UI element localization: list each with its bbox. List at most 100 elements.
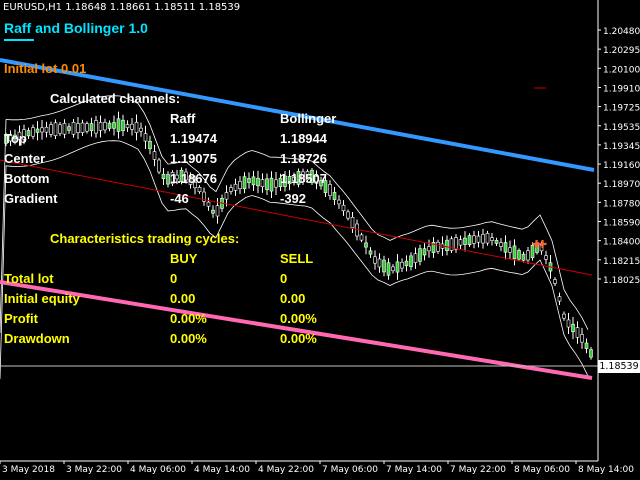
signal-marker-icon[interactable]: ✚ xyxy=(538,238,547,251)
candle-body xyxy=(463,237,467,245)
time-tick-label: 8 May 14:00 xyxy=(578,465,634,475)
candle-body xyxy=(202,191,206,202)
time-tick-label: 7 May 14:00 xyxy=(386,465,442,475)
candle-body xyxy=(485,233,490,244)
candle-body xyxy=(535,242,539,253)
title-underline xyxy=(4,39,34,41)
price-tick-label: 1.19535 xyxy=(603,123,640,133)
candle-body xyxy=(206,201,211,207)
candle-body xyxy=(328,184,332,196)
candle-body xyxy=(251,176,256,186)
candle-body xyxy=(166,174,170,185)
channels-row-bollinger: 1.18507 xyxy=(280,171,327,186)
price-tick-label: 1.18400 xyxy=(603,238,640,248)
cycles-row-buy: 0.00 xyxy=(170,291,196,306)
candle-body xyxy=(22,129,26,140)
candle-body xyxy=(454,237,458,250)
candle-body xyxy=(467,235,472,245)
candle-body xyxy=(224,192,229,200)
cycles-heading: Characteristics trading cycles: xyxy=(50,231,240,246)
candle-body xyxy=(278,177,283,187)
candle-body xyxy=(170,172,175,185)
candle-series xyxy=(4,111,593,360)
channels-row-label: Center xyxy=(4,151,46,166)
candle-body xyxy=(427,246,431,252)
candle-body xyxy=(283,175,287,187)
candle-body xyxy=(544,255,548,260)
candle-body xyxy=(152,151,157,160)
time-tick-label: 7 May 06:00 xyxy=(322,465,378,475)
time-tick-label: 4 May 14:00 xyxy=(194,465,250,475)
time-tick-label: 4 May 22:00 xyxy=(258,465,314,475)
bollinger-upper-band xyxy=(0,95,589,334)
candle-body xyxy=(364,242,368,248)
candle-body xyxy=(274,179,278,188)
candle-body xyxy=(62,123,67,135)
bollinger-bands xyxy=(0,95,589,380)
candle-body xyxy=(377,258,382,268)
cycles-row-label: Drawdown xyxy=(4,331,70,346)
candle-body xyxy=(382,259,386,273)
candle-body xyxy=(58,124,62,134)
price-tick-label: 1.18590 xyxy=(603,219,640,229)
candle-body xyxy=(310,169,314,184)
candle-body xyxy=(26,130,31,137)
candle-body xyxy=(499,242,503,247)
channels-heading: Calculated channels: xyxy=(50,91,181,106)
price-tick-label: 1.18215 xyxy=(603,257,640,267)
cycles-row-sell: 0 xyxy=(280,271,288,286)
price-tick-label: 1.19160 xyxy=(603,161,640,171)
candle-body xyxy=(503,242,508,253)
candle-body xyxy=(76,123,80,133)
candle-body xyxy=(571,323,575,333)
candle-body xyxy=(188,176,193,185)
chart-header: EURUSD,H1 1.18648 1.18661 1.18511 1.1853… xyxy=(3,2,241,13)
candle-body xyxy=(4,135,8,144)
raff-bottom-line xyxy=(0,280,593,380)
candle-body xyxy=(517,250,521,260)
candle-body xyxy=(256,177,260,187)
candle-body xyxy=(40,127,44,133)
candle-body xyxy=(557,296,562,302)
channels-row-label: Top xyxy=(4,131,27,146)
candle-body xyxy=(422,248,427,256)
time-tick-label: 7 May 22:00 xyxy=(450,465,506,475)
candle-body xyxy=(418,248,422,262)
candle-body xyxy=(562,313,566,319)
signal-marker-icon[interactable]: ✚ xyxy=(532,238,541,251)
candle-body xyxy=(580,334,584,343)
candle-body xyxy=(553,279,557,284)
raff-top-line xyxy=(0,58,595,172)
candle-body xyxy=(319,180,323,187)
candle-body xyxy=(193,182,197,188)
candle-body xyxy=(566,319,571,328)
candle-body xyxy=(31,127,35,137)
cycles-row-label: Total lot xyxy=(4,271,54,286)
candle-body xyxy=(35,128,40,133)
channels-row-bollinger: 1.18944 xyxy=(280,131,327,146)
candle-body xyxy=(242,176,247,190)
cycles-row-buy: 0.00% xyxy=(170,331,207,346)
candle-body xyxy=(404,260,409,266)
candle-body xyxy=(301,171,305,182)
candle-body xyxy=(512,245,517,260)
candle-body xyxy=(472,235,476,244)
bollinger-lower-band xyxy=(0,140,589,380)
candle-body xyxy=(530,244,535,259)
cycles-row-buy: 0.00% xyxy=(170,311,207,326)
candle-body xyxy=(121,119,125,131)
candle-body xyxy=(373,256,377,264)
channels-row-label: Bottom xyxy=(4,171,50,186)
candle-body xyxy=(148,140,152,150)
candle-body xyxy=(314,176,319,184)
candle-body xyxy=(184,171,188,181)
candle-body xyxy=(391,266,395,272)
candle-body xyxy=(107,122,112,129)
candle-body xyxy=(539,245,544,252)
candle-body xyxy=(490,237,494,242)
price-tick-label: 1.19345 xyxy=(603,142,640,152)
candle-body xyxy=(332,192,337,200)
candle-body xyxy=(413,253,418,263)
channels-row-raff: 1.18676 xyxy=(170,171,217,186)
